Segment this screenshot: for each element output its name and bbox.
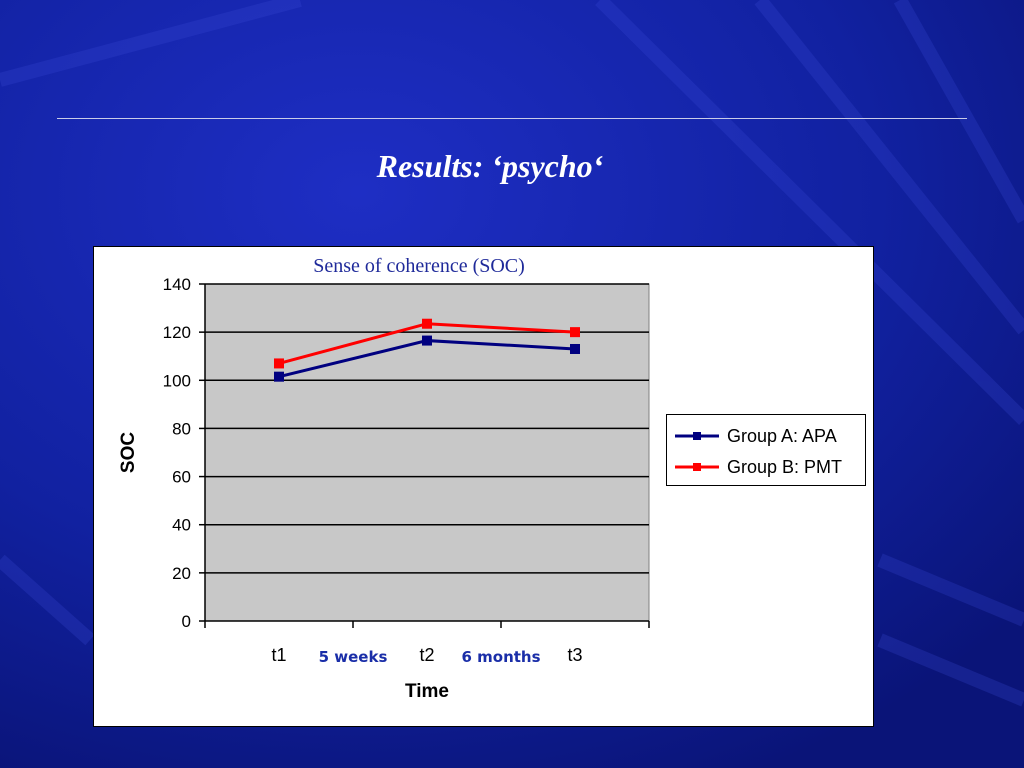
- interval-label: 6 months: [461, 648, 540, 666]
- data-point: [274, 371, 284, 382]
- data-point: [422, 318, 432, 329]
- y-tick-label: 60: [172, 468, 191, 487]
- line-chart: 0 20 40 60 80 100 120 140 t1 t2 t3 5 weeks 6 months T…: [118, 275, 650, 702]
- interval-label: 5 weeks: [319, 648, 388, 666]
- x-tick-label: t2: [419, 645, 434, 665]
- y-tick-label: 0: [182, 612, 191, 631]
- legend-item-group-b: Group B: PMT: [675, 455, 842, 479]
- chart-panel: 0 20 40 60 80 100 120 140 t1 t2 t3 5 weeks 6 months T…: [93, 246, 874, 727]
- y-tick-label: 140: [163, 275, 191, 294]
- x-axis-title: Time: [405, 681, 449, 702]
- plot-area: [204, 283, 650, 622]
- chart-title: Sense of coherence (SOC): [313, 255, 525, 277]
- y-tick-label: 100: [163, 371, 191, 390]
- x-tick-label: t1: [271, 645, 286, 665]
- legend-label-group-a: Group A: APA: [727, 425, 837, 446]
- y-tick-label: 20: [172, 564, 191, 583]
- y-tick-label: 40: [172, 516, 191, 535]
- legend-marker-group-b: [675, 463, 719, 471]
- data-point: [422, 335, 432, 346]
- x-tick-label: t3: [567, 645, 582, 665]
- legend-label-group-b: Group B: PMT: [727, 456, 843, 477]
- y-axis-title: SOC: [118, 432, 139, 473]
- slide-title: Results: ‘psycho‘: [376, 148, 604, 184]
- data-point: [570, 343, 580, 354]
- data-point: [274, 358, 284, 369]
- title-rule: [57, 118, 967, 119]
- legend-marker-group-a: [675, 432, 719, 440]
- y-tick-label: 120: [163, 323, 191, 342]
- chart-legend: Group A: APA Group B: PMT: [666, 414, 866, 486]
- data-point: [570, 327, 580, 338]
- legend-item-group-a: Group A: APA: [675, 424, 837, 448]
- y-tick-label: 80: [172, 419, 191, 438]
